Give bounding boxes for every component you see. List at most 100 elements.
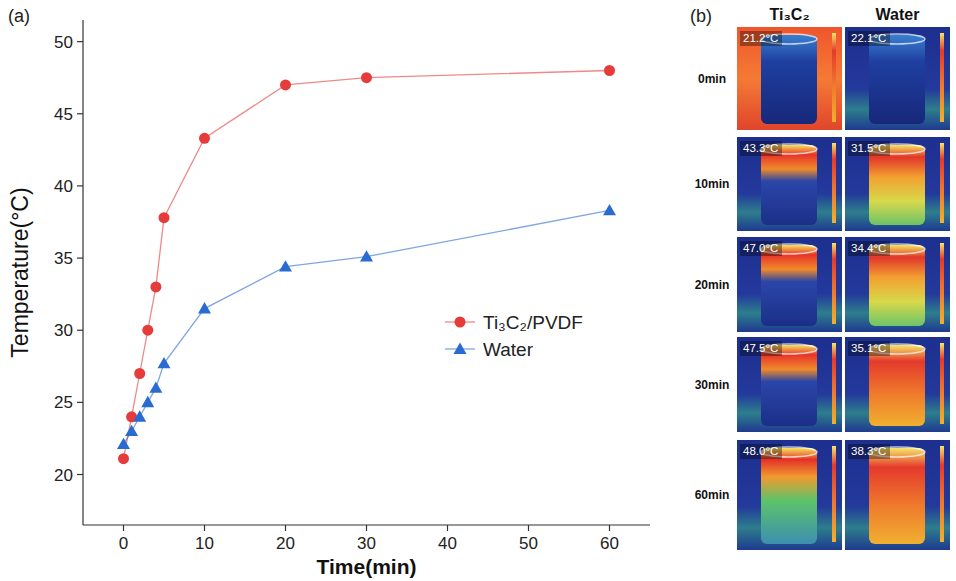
data-point (280, 79, 291, 90)
x-tick (123, 525, 124, 531)
data-point (158, 357, 171, 368)
y-tick (77, 402, 83, 403)
vessel (869, 448, 925, 544)
x-tick-label: 20 (276, 534, 295, 553)
column-head: Water (876, 6, 920, 23)
temperature-reading: 38.3°C (851, 445, 886, 457)
data-point (125, 425, 138, 436)
panel-label: (b) (690, 6, 712, 26)
temperature-reading: 22.1°C (851, 32, 886, 44)
thermal-image (845, 27, 950, 130)
thermal-image (737, 27, 842, 130)
vessel (761, 145, 817, 225)
image-background (845, 337, 950, 432)
y-tick (77, 474, 83, 475)
x-tick-label: 60 (600, 534, 619, 553)
y-tick-label: 20 (54, 466, 73, 485)
y-tick (77, 113, 83, 114)
data-point (149, 381, 162, 392)
x-tick (366, 525, 367, 531)
temperature-reading: 48.0°C (743, 445, 778, 457)
label-patch (848, 141, 890, 156)
x-tick (447, 525, 448, 531)
vessel (761, 345, 817, 426)
temperature-reading: 35.1°C (851, 342, 886, 354)
color-scale (832, 33, 836, 122)
vessel (761, 245, 817, 326)
x-tick-label: 0 (119, 534, 128, 553)
y-tick-label: 45 (54, 105, 73, 124)
data-point (117, 438, 130, 449)
color-scale (940, 446, 944, 542)
panel-label: (a) (8, 6, 30, 26)
legend-label: Ti₃C₂/PVDF (483, 312, 583, 333)
thermal-image (845, 337, 950, 432)
data-point (133, 410, 146, 421)
data-point (279, 260, 292, 271)
y-tick-label: 30 (54, 321, 73, 340)
y-tick (77, 330, 83, 331)
thermal-image (737, 440, 842, 550)
thermal-image (737, 237, 842, 332)
vessel (761, 35, 817, 124)
y-tick-label: 40 (54, 177, 73, 196)
color-scale (940, 143, 944, 223)
color-scale (832, 243, 836, 324)
thermal-image (845, 440, 950, 550)
data-point (361, 72, 372, 83)
x-tick (285, 525, 286, 531)
label-patch (848, 341, 890, 356)
x-tick (609, 525, 610, 531)
y-tick (77, 41, 83, 42)
x-tick-label: 30 (357, 534, 376, 553)
x-tick-label: 40 (438, 534, 457, 553)
temperature-reading: 34.4°C (851, 242, 886, 254)
x-tick-label: 10 (195, 534, 214, 553)
thermal-image (737, 337, 842, 432)
data-point (142, 325, 153, 336)
data-point (603, 204, 616, 215)
row-label: 20min (695, 278, 730, 292)
image-background (737, 27, 842, 130)
y-tick (77, 257, 83, 258)
data-point (150, 281, 161, 292)
image-background (845, 137, 950, 231)
label-patch (740, 31, 782, 46)
thermal-image (845, 237, 950, 332)
color-scale (940, 243, 944, 324)
y-tick-label: 50 (54, 33, 73, 52)
series-line (124, 210, 610, 444)
image-background (845, 27, 950, 130)
color-scale (832, 143, 836, 223)
image-background (737, 440, 842, 550)
image-background (845, 440, 950, 550)
vessel (869, 145, 925, 225)
vessel (869, 245, 925, 326)
legend-marker (455, 317, 466, 328)
data-point (198, 302, 211, 313)
row-label: 0min (698, 72, 726, 86)
thermal-image (845, 137, 950, 231)
x-tick (528, 525, 529, 531)
y-tick-label: 25 (54, 393, 73, 412)
image-background (737, 337, 842, 432)
row-label: 60min (695, 488, 730, 502)
color-scale (832, 343, 836, 424)
figure: (a)202530354045500102030405060Time(min)T… (0, 0, 956, 581)
data-point (159, 212, 170, 223)
label-patch (848, 241, 890, 256)
image-background (737, 137, 842, 231)
y-tick (77, 185, 83, 186)
data-point (141, 396, 154, 407)
label-patch (848, 444, 890, 459)
row-label: 10min (695, 177, 730, 191)
data-point (604, 65, 615, 76)
temperature-reading: 31.5°C (851, 142, 886, 154)
y-axis (82, 20, 83, 525)
label-patch (740, 241, 782, 256)
temperature-reading: 47.5°C (743, 342, 778, 354)
data-point (199, 133, 210, 144)
label-patch (848, 31, 890, 46)
label-patch (740, 444, 782, 459)
image-background (845, 237, 950, 332)
